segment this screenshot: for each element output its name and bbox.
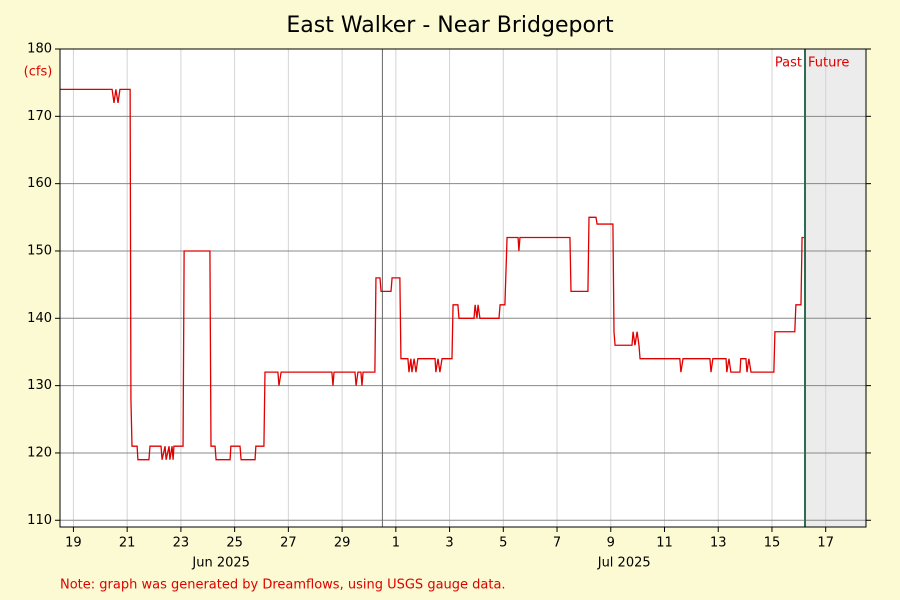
past-label: Past [775,56,802,71]
y-tick-label: 170 [27,109,52,124]
x-tick-label: 1 [392,536,400,551]
y-tick-label: 140 [27,311,52,326]
note: Note: graph was generated by Dreamflows,… [60,578,506,593]
x-tick-label: 25 [226,536,243,551]
x-tick-label: 21 [119,536,136,551]
flow-line [60,88,804,461]
x-tick-label: 15 [764,536,781,551]
x-tick-label: 9 [607,536,615,551]
month-label: Jun 2025 [191,556,250,571]
y-tick-label: 160 [27,176,52,191]
y-tick-label: 110 [27,513,52,528]
x-tick-label: 27 [280,536,297,551]
x-tick-label: 5 [499,536,507,551]
x-tick-label: 17 [817,536,834,551]
month-label: Jul 2025 [597,556,651,571]
chart-title: East Walker - Near Bridgeport [286,13,614,38]
y-tick-label: 130 [27,378,52,393]
x-tick-label: 23 [173,536,190,551]
x-tick-label: 3 [445,536,453,551]
y-tick-label: 120 [27,445,52,460]
y-tick-label: 150 [27,243,52,258]
plot-area [60,49,866,527]
plot-frame [59,48,867,528]
future-label: Future [808,56,849,71]
y-tick-label: 180 [27,42,52,57]
future-region [805,49,866,527]
x-tick-label: 11 [656,536,673,551]
y-axis-label: (cfs) [24,65,53,80]
x-tick-label: 19 [65,536,82,551]
x-tick-label: 7 [553,536,561,551]
x-tick-label: 29 [334,536,351,551]
x-tick-label: 13 [710,536,727,551]
